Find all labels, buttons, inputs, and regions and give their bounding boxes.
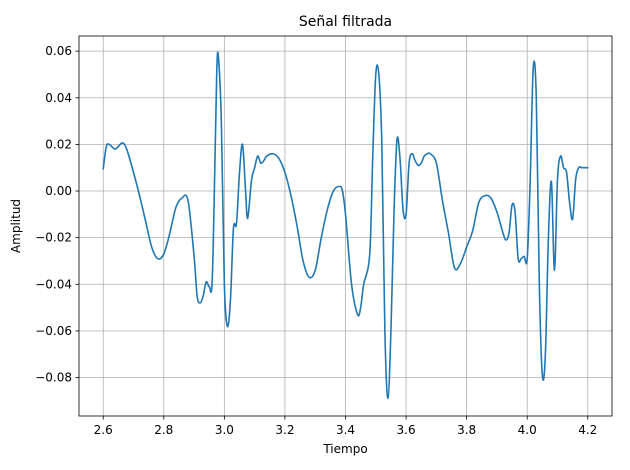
y-tick-label: 0.02 [45,137,72,151]
x-tick-label: 3.0 [215,423,234,437]
y-axis-label: Amplitud [9,199,23,253]
x-tick-label: 3.2 [275,423,294,437]
ticks: 2.6 2.8 3.0 3.2 3.4 3.6 3.8 4.0 4.2 0.06 0.04 0.02 0… [35,44,597,437]
plot-area [102,51,589,400]
x-tick-label: 3.4 [336,423,355,437]
x-tick-label: 4.2 [578,423,597,437]
y-tick-label: 0.00 [45,184,72,198]
grid [79,36,612,416]
signal-line [102,51,589,400]
y-tick-label: 0.06 [45,44,72,58]
x-axis-label: Tiempo [322,442,367,456]
x-tick-label: 3.6 [397,423,416,437]
y-tick-label: −0.04 [35,277,72,291]
x-tick-label: 4.0 [518,423,537,437]
y-tick-label: −0.06 [35,324,72,338]
x-tick-label: 2.6 [94,423,113,437]
y-tick-label: 0.04 [45,91,72,105]
y-tick-label: −0.08 [35,371,72,385]
x-tick-label: 2.8 [154,423,173,437]
x-tick-label: 3.8 [457,423,476,437]
chart-title: Señal filtrada [299,14,392,30]
y-tick-label: −0.02 [35,231,72,245]
